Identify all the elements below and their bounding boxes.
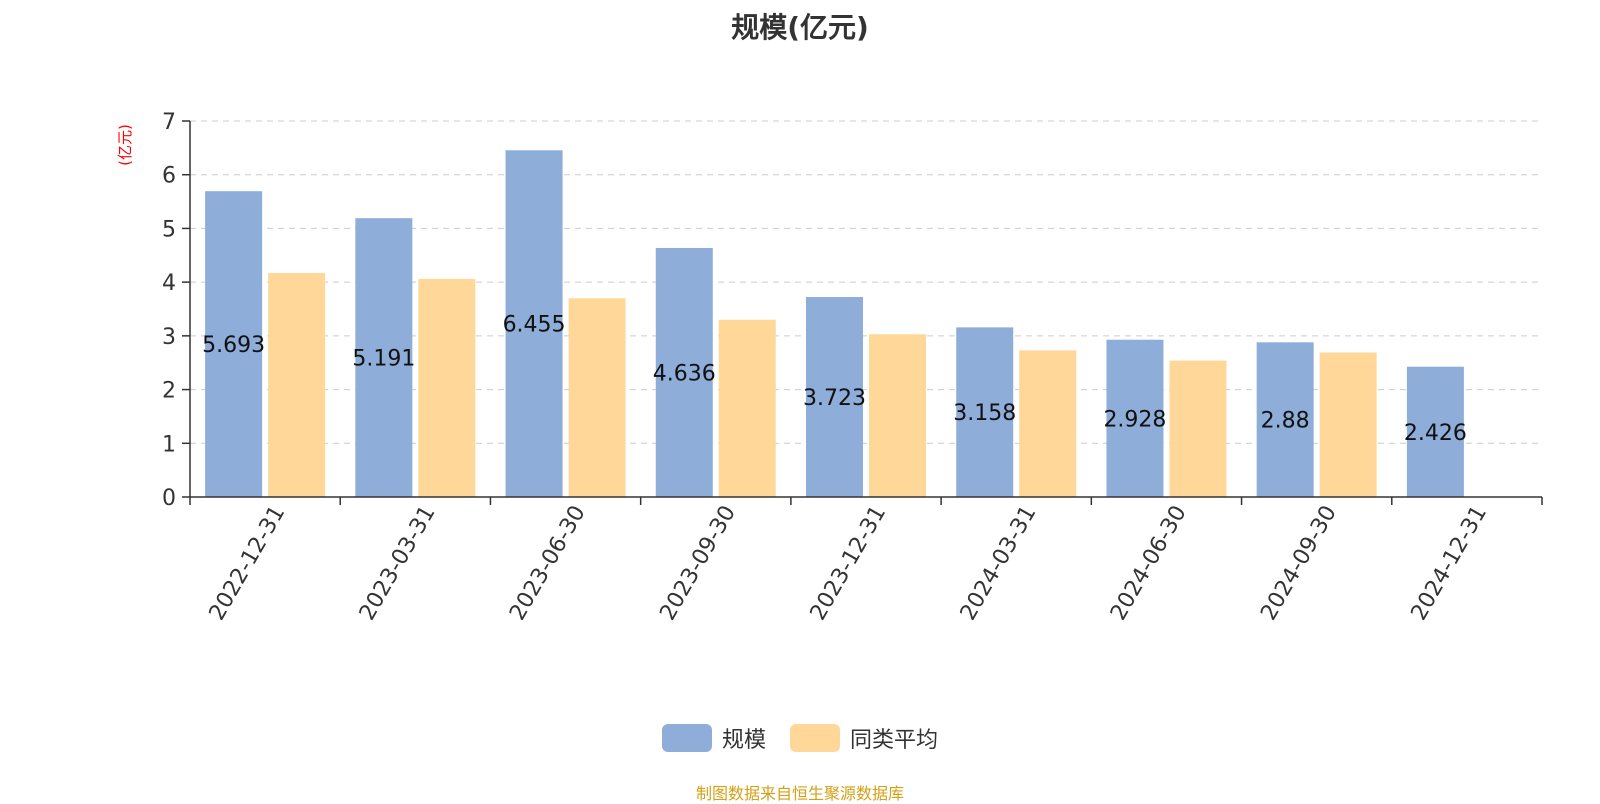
chart-title: 规模(亿元) (731, 11, 869, 44)
bar-scale (1106, 339, 1164, 497)
x-tick-label: 2023-06-30 (505, 502, 591, 625)
x-tick-label: 2022-12-31 (205, 502, 291, 625)
data-labels: 5.693 5.191 6.455 4.636 3.723 3.158 2.928 2.88 2… (202, 313, 1467, 446)
bar-scale (205, 191, 263, 497)
y-tick-label: 1 (162, 432, 176, 457)
legend-item[interactable]: 同类平均 (790, 722, 938, 754)
data-label: 2.426 (1404, 421, 1467, 446)
data-label: 5.191 (352, 347, 415, 372)
bar-scale (355, 218, 413, 498)
y-axis-label: (亿元) (116, 124, 134, 166)
y-tick-label: 0 (162, 486, 176, 511)
bar-peer-average (1019, 350, 1077, 497)
data-label: 3.723 (803, 386, 866, 411)
bar-peer-average (869, 334, 926, 497)
legend-item[interactable]: 规模 (661, 722, 766, 754)
bar-peer-average (418, 278, 476, 497)
legend-label: 规模 (721, 728, 766, 753)
x-tick-label: 2024-12-31 (1407, 502, 1493, 625)
legend-swatch (790, 724, 840, 752)
data-label: 6.455 (503, 313, 566, 338)
y-tick-label: 5 (162, 217, 176, 242)
data-label: 2.88 (1261, 409, 1310, 434)
bar-peer-average (568, 298, 626, 497)
data-label: 5.693 (202, 333, 265, 358)
legend-label: 同类平均 (850, 728, 939, 753)
y-tick-label: 6 (162, 164, 176, 189)
bar-scale (956, 327, 1014, 497)
x-tick-label: 2023-12-31 (806, 502, 892, 625)
bar-peer-average (718, 319, 776, 497)
y-tick-label: 2 (162, 379, 176, 404)
x-tick-label: 2024-03-31 (956, 502, 1042, 625)
legend: 规模 同类平均 (0, 722, 1600, 754)
y-tick-label: 7 (162, 110, 176, 135)
legend-swatch (661, 724, 712, 752)
data-label: 3.158 (953, 401, 1016, 426)
data-label: 4.636 (653, 361, 716, 386)
bar-peer-average (1169, 360, 1227, 497)
data-label: 2.928 (1103, 407, 1166, 432)
source-note: 制图数据来自恒生聚源数据库 (695, 784, 904, 803)
bar-scale (505, 150, 563, 497)
y-tick-label: 3 (162, 325, 176, 350)
bars (205, 150, 1464, 498)
bar-peer-average (1319, 352, 1377, 497)
grid-lines (190, 120, 1542, 444)
x-tick-label: 2023-09-30 (655, 502, 741, 625)
bar-peer-average (268, 273, 326, 497)
x-tick-label: 2024-06-30 (1106, 502, 1192, 625)
x-tick-label: 2023-03-31 (355, 502, 441, 625)
x-tick-label: 2024-09-30 (1256, 502, 1342, 625)
bar-scale (655, 247, 713, 497)
bar-scale (1256, 342, 1314, 497)
bar-scale (806, 297, 863, 497)
y-tick-label: 4 (162, 271, 176, 296)
bar-scale (1406, 366, 1464, 497)
